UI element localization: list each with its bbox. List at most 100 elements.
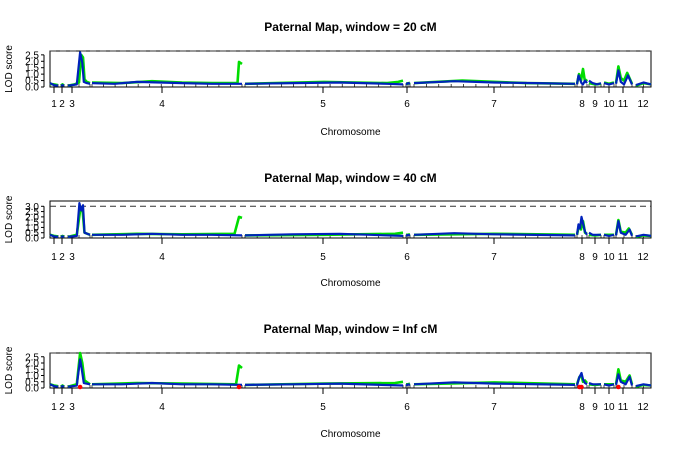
series-line-chr4 — [91, 364, 243, 386]
series-1 — [49, 351, 652, 389]
y-tick-label: 0.5 — [25, 228, 39, 239]
series-line-chr4 — [91, 80, 242, 85]
series-line-chr7 — [413, 381, 576, 386]
series-line-chr2 — [60, 235, 65, 238]
series-line-chr10 — [603, 233, 615, 237]
marker-rug — [49, 385, 652, 388]
series-line-chr4 — [91, 60, 243, 85]
y-tick-label: 1.0 — [25, 223, 39, 234]
y-tick-label: 2.5 — [25, 352, 39, 363]
y-axis-label: LOD score — [4, 346, 15, 394]
x-tick-label: 11 — [618, 99, 629, 110]
series-line-chr12 — [635, 233, 652, 238]
series-2 — [49, 202, 652, 238]
y-tick-label: 0.5 — [25, 377, 39, 388]
peak-markers — [77, 384, 621, 390]
series-line-chr9 — [588, 79, 602, 86]
series-1 — [49, 206, 652, 239]
series-line-chr1 — [49, 82, 59, 87]
series-line-chr6 — [405, 233, 411, 237]
x-axis-label: Chromosome — [320, 429, 380, 440]
series-line-chr5 — [244, 382, 404, 387]
series-line-chr2 — [60, 83, 65, 87]
peak-marker — [579, 384, 584, 390]
y-tick-label: 1.5 — [25, 365, 39, 376]
series-line-chr3 — [67, 51, 91, 87]
x-tick-label: 4 — [159, 99, 165, 110]
series-line-chr8 — [575, 371, 588, 386]
series-line-chr8 — [575, 74, 588, 86]
x-tick-label: 11 — [618, 252, 629, 263]
chart-title: Paternal Map, window = Inf cM — [264, 322, 438, 336]
chart-panel-1: Paternal Map, window = 20 cM 0.00.51.01.5… — [4, 20, 652, 138]
x-tick-label: 8 — [579, 252, 585, 263]
x-tick-label: 2 — [59, 252, 65, 263]
series-line-chr1 — [49, 383, 59, 388]
x-tick-label: 8 — [579, 99, 585, 110]
series-2 — [49, 358, 652, 388]
chart-panel-3: Paternal Map, window = Inf cM 0.00.51.01.… — [4, 322, 652, 440]
y-tick-label: 3.0 — [25, 202, 39, 213]
y-tick-label: 0.0 — [25, 384, 39, 395]
x-tick-label: 6 — [404, 252, 410, 263]
series-line-chr10 — [603, 383, 615, 387]
x-tick-label: 10 — [603, 252, 615, 263]
series-line-chr2 — [60, 385, 65, 388]
series-line-chr3 — [67, 358, 91, 388]
x-tick-label: 6 — [404, 402, 410, 413]
series-line-chr5 — [244, 232, 404, 237]
y-tick-label: 1.0 — [25, 70, 39, 81]
y-tick-label: 2.0 — [25, 359, 39, 370]
x-tick-label: 9 — [592, 252, 598, 263]
peak-marker — [236, 384, 242, 390]
x-tick-label: 6 — [404, 99, 410, 110]
x-tick-label: 9 — [592, 99, 598, 110]
series-line-chr4 — [91, 215, 243, 237]
x-tick-label: 10 — [603, 99, 615, 110]
x-tick-label: 10 — [603, 402, 615, 413]
y-tick-label: 0.0 — [25, 234, 39, 245]
x-tick-label: 12 — [637, 402, 649, 413]
x-tick-label: 3 — [69, 99, 75, 110]
y-tick-label: 1.5 — [25, 63, 39, 74]
series-line-chr8 — [575, 215, 588, 236]
x-tick-label: 3 — [69, 252, 75, 263]
series-line-chr12 — [635, 383, 652, 388]
x-tick-label: 5 — [320, 99, 326, 110]
y-tick-label: 1.5 — [25, 218, 39, 229]
x-tick-label: 12 — [637, 252, 649, 263]
x-tick-label: 1 — [51, 99, 57, 110]
x-axis-label: Chromosome — [320, 127, 380, 138]
plot-frame — [49, 200, 652, 239]
y-tick-label: 2.5 — [25, 207, 39, 218]
x-tick-label: 1 — [51, 252, 57, 263]
series-line-chr1 — [49, 233, 59, 238]
chart-title: Paternal Map, window = 40 cM — [264, 171, 436, 185]
y-tick-label: 1.0 — [25, 371, 39, 382]
series-line-chr11 — [614, 69, 634, 86]
x-tick-label: 5 — [320, 252, 326, 263]
y-tick-label: 2.0 — [25, 57, 39, 68]
series-line-chr6 — [405, 383, 411, 387]
x-tick-label: 11 — [618, 402, 629, 413]
series-line-chr7 — [413, 80, 576, 85]
chart-panel-2: Paternal Map, window = 40 cM 0.00.51.01.5… — [4, 171, 652, 289]
marker-rug — [49, 235, 652, 238]
series-line-chr10 — [603, 82, 615, 86]
series-line-chr3 — [67, 202, 91, 238]
y-axis-label: LOD score — [4, 195, 15, 243]
peak-marker — [616, 384, 621, 390]
x-tick-label: 7 — [491, 99, 497, 110]
x-tick-label: 7 — [491, 252, 497, 263]
series-line-chr5 — [244, 81, 404, 86]
x-tick-label: 4 — [159, 402, 165, 413]
y-tick-label: 2.5 — [25, 50, 39, 61]
x-tick-label: 3 — [69, 402, 75, 413]
series-line-chr4 — [92, 381, 243, 386]
series-line-chr12 — [635, 81, 652, 87]
series-line-chr9 — [588, 381, 601, 386]
y-tick-label: 0.5 — [25, 76, 39, 87]
x-tick-label: 12 — [637, 99, 649, 110]
series-line-chr6 — [405, 81, 411, 86]
